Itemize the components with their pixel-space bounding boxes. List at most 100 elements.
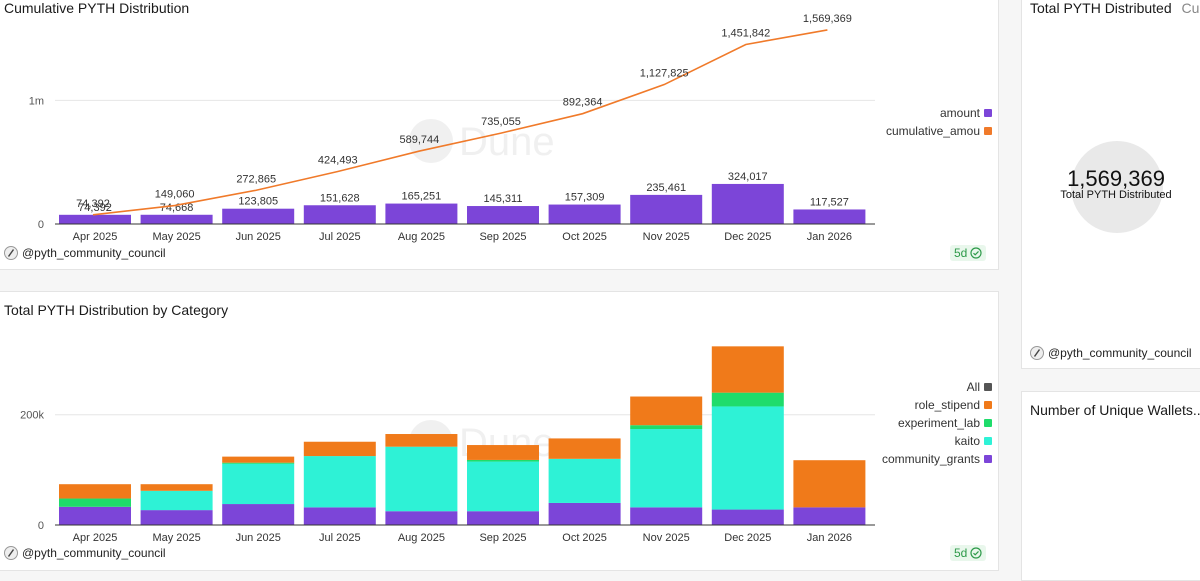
bar-kaito[interactable]	[222, 463, 295, 505]
line-data-label: 1,127,825	[640, 68, 689, 80]
bar-community-grants[interactable]	[711, 509, 784, 525]
x-tick-label: Dec 2025	[724, 231, 771, 243]
bar-role-stipend[interactable]	[303, 441, 376, 457]
bar-data-label: 117,527	[810, 196, 849, 208]
bar-community-grants[interactable]	[385, 511, 458, 525]
card-title[interactable]: Total PYTH Distribution by Category	[4, 302, 229, 318]
bar-community-grants[interactable]	[548, 502, 621, 525]
x-tick-label: Nov 2025	[643, 532, 690, 544]
x-tick-label: Aug 2025	[398, 532, 445, 544]
bar-amount[interactable]	[59, 214, 131, 224]
bar-amount[interactable]	[711, 183, 784, 224]
bar-data-label: 74,668	[160, 202, 194, 214]
x-tick-label: May 2025	[152, 231, 200, 243]
bar-kaito[interactable]	[303, 456, 376, 508]
legend-label[interactable]: role_stipend	[915, 398, 980, 412]
bar-role-stipend[interactable]	[711, 346, 784, 393]
legend-swatch	[984, 383, 992, 391]
watermark-text: Dune	[459, 120, 555, 164]
x-tick-label: Oct 2025	[562, 532, 607, 544]
legend-swatch	[984, 455, 992, 463]
author-link[interactable]: @pyth_community_council	[1030, 346, 1192, 360]
bar-community-grants[interactable]	[303, 507, 376, 525]
bar-kaito[interactable]	[548, 458, 621, 503]
x-tick-label: Apr 2025	[73, 532, 118, 544]
counter-label: Total PYTH Distributed	[1060, 189, 1172, 201]
author-name: @pyth_community_council	[1048, 346, 1192, 360]
bar-amount[interactable]	[793, 209, 866, 224]
legend-swatch	[984, 401, 992, 409]
unique-wallets-card: Number of Unique Wallets...	[1021, 391, 1200, 581]
total-distributed-card: Total PYTH Distributed Cu 1,569,369 Tota…	[1021, 0, 1200, 369]
legend-label[interactable]: community_grants	[882, 452, 980, 466]
avatar-icon	[1030, 346, 1044, 360]
bar-community-grants[interactable]	[222, 504, 295, 525]
wallets-title[interactable]: Number of Unique Wallets...	[1030, 402, 1200, 418]
x-tick-label: Sep 2025	[479, 532, 526, 544]
author-link[interactable]: @pyth_community_council	[4, 246, 166, 260]
y-tick-label: 200k	[20, 410, 44, 422]
bar-amount[interactable]	[467, 206, 539, 224]
bar-community-grants[interactable]	[140, 510, 213, 525]
x-tick-label: Jan 2026	[807, 231, 852, 243]
bar-role-stipend[interactable]	[222, 456, 295, 463]
bar-experiment-lab[interactable]	[59, 498, 131, 507]
refresh-badge[interactable]: 5d	[950, 545, 987, 561]
bar-role-stipend[interactable]	[793, 460, 866, 508]
legend-label[interactable]: amount	[940, 106, 981, 120]
author-link[interactable]: @pyth_community_council	[4, 546, 166, 560]
bar-data-label: 235,461	[646, 182, 686, 194]
x-tick-label: Dec 2025	[724, 532, 771, 544]
bar-kaito[interactable]	[385, 446, 458, 512]
bar-role-stipend[interactable]	[467, 445, 539, 460]
bar-role-stipend[interactable]	[59, 484, 131, 499]
x-tick-label: Jan 2026	[807, 532, 852, 544]
bar-data-label: 324,017	[728, 171, 768, 183]
card-title[interactable]: Cumulative PYTH Distribution	[4, 0, 190, 16]
bar-kaito[interactable]	[630, 429, 703, 508]
bar-kaito[interactable]	[467, 461, 539, 512]
x-tick-label: Sep 2025	[479, 231, 526, 243]
bar-amount[interactable]	[385, 203, 458, 224]
bar-community-grants[interactable]	[630, 507, 703, 525]
counter-title[interactable]: Total PYTH Distributed Cu	[1030, 0, 1199, 16]
bar-experiment-lab[interactable]	[711, 392, 784, 407]
bar-amount[interactable]	[140, 214, 213, 224]
bar-amount[interactable]	[630, 194, 703, 224]
line-data-label: 272,865	[236, 173, 276, 185]
legend-label[interactable]: cumulative_amou	[886, 124, 980, 138]
avatar-icon	[4, 246, 18, 260]
bar-community-grants[interactable]	[59, 506, 131, 525]
bar-kaito[interactable]	[140, 490, 213, 511]
bar-experiment-lab[interactable]	[222, 462, 295, 464]
bar-amount[interactable]	[303, 205, 376, 224]
watermark-logo-icon	[409, 119, 453, 163]
bar-amount[interactable]	[222, 208, 295, 224]
refresh-badge[interactable]: 5d	[950, 245, 987, 261]
counter-title-extra: Cu	[1181, 0, 1200, 16]
cumulative-chart: Dune 0 1m 74,392 Apr 2025 74,668 May 2025 123,8…	[29, 13, 992, 243]
bar-role-stipend[interactable]	[385, 434, 458, 447]
bar-data-label: 165,251	[402, 191, 442, 203]
legend-label[interactable]: All	[967, 380, 980, 394]
line-data-label: 735,055	[481, 116, 521, 128]
bar-role-stipend[interactable]	[630, 396, 703, 426]
author-name: @pyth_community_council	[22, 546, 166, 560]
bar-amount[interactable]	[548, 204, 621, 224]
legend-label[interactable]: experiment_lab	[898, 416, 980, 430]
line-data-label: 589,744	[400, 134, 440, 146]
bar-community-grants[interactable]	[793, 507, 866, 525]
cumulative-line[interactable]	[92, 29, 828, 216]
x-tick-label: Jul 2025	[319, 532, 361, 544]
bar-experiment-lab[interactable]	[630, 425, 703, 430]
legend-swatch	[984, 127, 992, 135]
bar-experiment-lab[interactable]	[467, 459, 539, 462]
bar-role-stipend[interactable]	[140, 484, 213, 491]
bar-role-stipend[interactable]	[548, 438, 621, 459]
legend-label[interactable]: kaito	[955, 434, 981, 448]
y-tick-label: 0	[38, 520, 44, 532]
bar-kaito[interactable]	[711, 406, 784, 510]
bar-community-grants[interactable]	[467, 511, 539, 525]
check-circle-icon	[970, 547, 982, 559]
